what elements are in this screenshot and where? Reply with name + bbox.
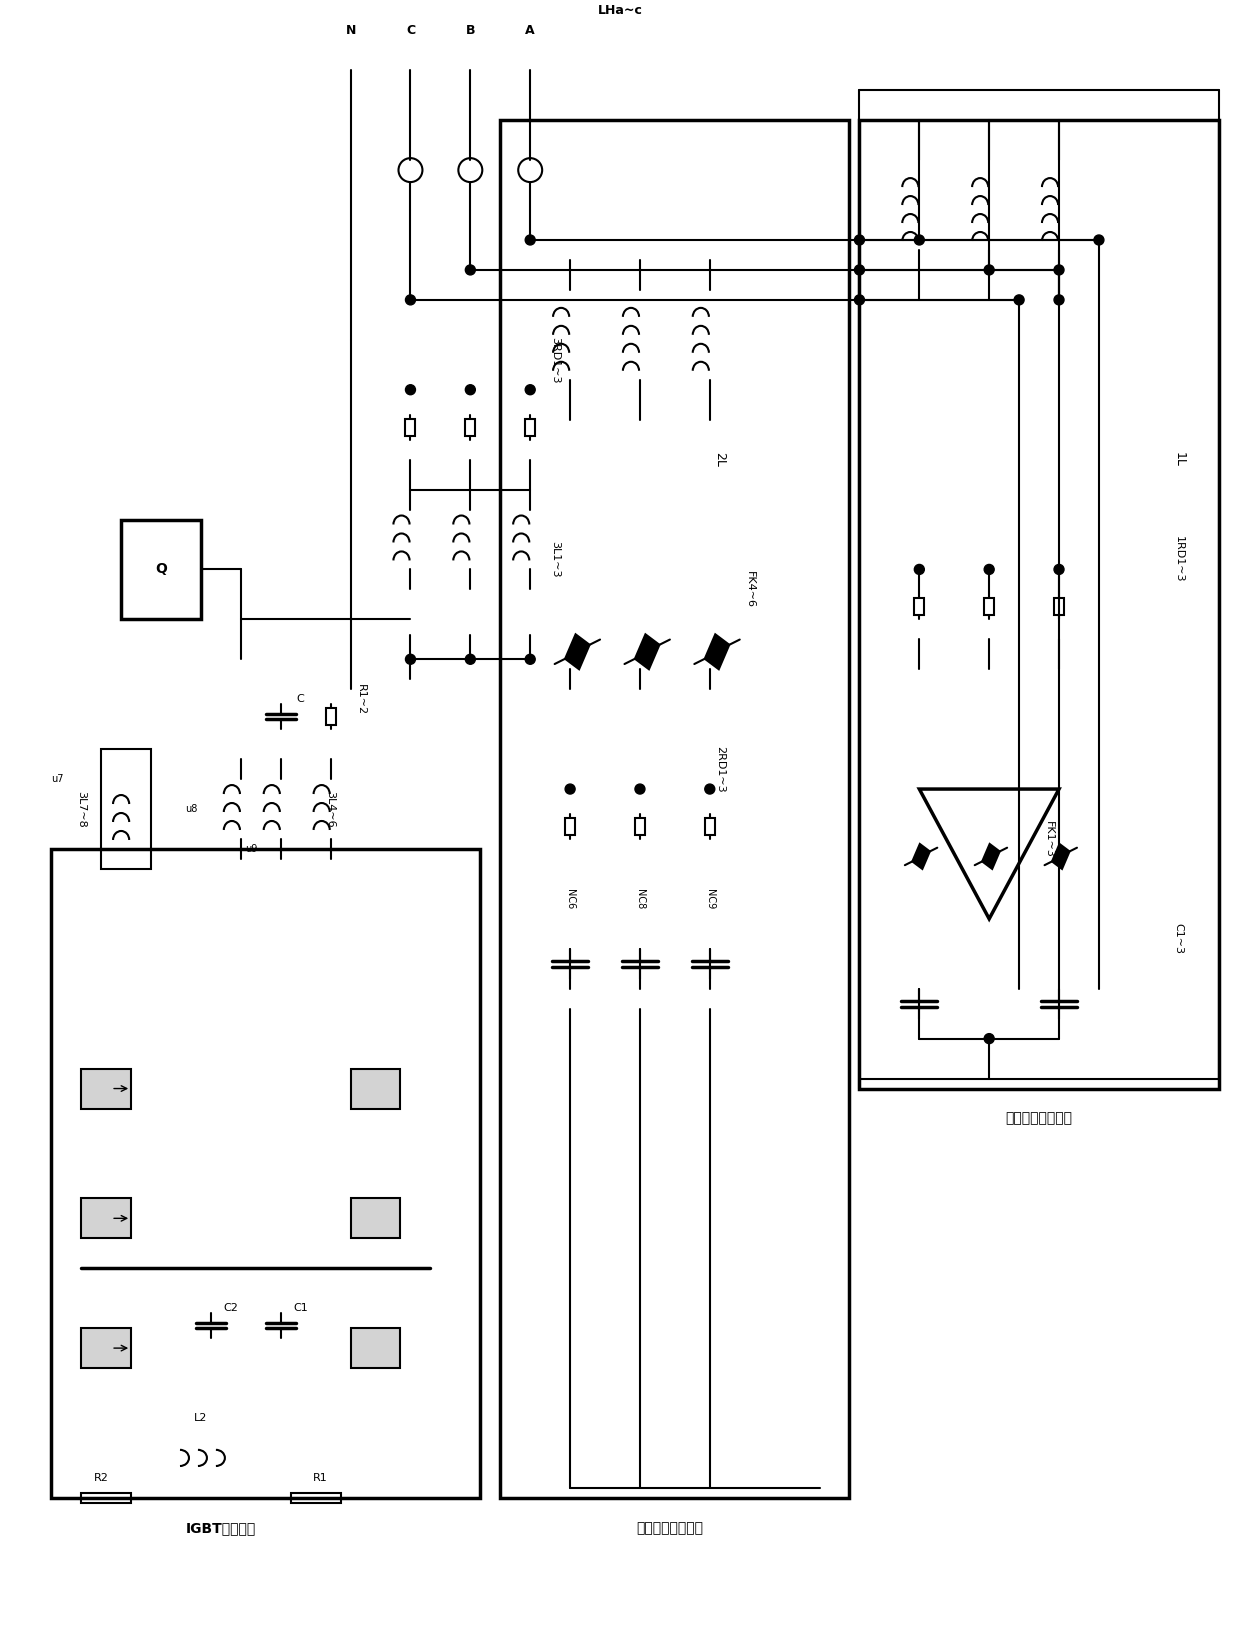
Circle shape	[854, 295, 864, 305]
Text: A: A	[526, 25, 534, 36]
Text: 3L1~3: 3L1~3	[551, 541, 560, 577]
Circle shape	[985, 564, 994, 574]
Circle shape	[1014, 295, 1024, 305]
Text: NC6: NC6	[565, 888, 575, 910]
Polygon shape	[982, 844, 999, 869]
Text: FK4~6: FK4~6	[745, 570, 755, 608]
Bar	[102, 749, 151, 869]
Bar	[51, 849, 480, 1498]
Text: 2RD1~3: 2RD1~3	[714, 746, 724, 792]
Bar	[351, 1069, 401, 1108]
Text: B: B	[465, 25, 475, 36]
Bar	[81, 1069, 131, 1108]
Text: FK1~3: FK1~3	[1044, 821, 1054, 857]
Text: 2L: 2L	[713, 452, 727, 467]
Bar	[405, 418, 415, 436]
Bar	[985, 598, 994, 615]
Circle shape	[1054, 266, 1064, 275]
Text: 电容补偿分补电路: 电容补偿分补电路	[636, 1521, 703, 1534]
Text: 3L7~8: 3L7~8	[76, 790, 87, 828]
Circle shape	[914, 234, 924, 244]
Polygon shape	[565, 634, 589, 669]
Bar	[81, 1198, 131, 1239]
Circle shape	[1054, 295, 1064, 305]
Bar	[81, 1493, 131, 1503]
Text: 1L: 1L	[1172, 452, 1185, 467]
Text: NC9: NC9	[704, 888, 714, 910]
Text: 3RD1~3: 3RD1~3	[551, 336, 560, 384]
Polygon shape	[704, 634, 729, 669]
Text: u7: u7	[51, 774, 63, 783]
Bar	[565, 818, 575, 834]
Circle shape	[854, 266, 864, 275]
Text: u8: u8	[185, 805, 197, 815]
Text: C2: C2	[223, 1303, 238, 1313]
Text: IGBT补偿电路: IGBT补偿电路	[186, 1521, 255, 1534]
Circle shape	[635, 783, 645, 793]
Polygon shape	[1052, 844, 1069, 869]
Bar	[351, 1198, 401, 1239]
Text: R2: R2	[94, 1473, 109, 1483]
Text: NC8: NC8	[635, 888, 645, 910]
Bar	[465, 418, 475, 436]
Circle shape	[465, 385, 475, 395]
Circle shape	[1054, 564, 1064, 574]
Circle shape	[526, 234, 536, 244]
Text: Q: Q	[155, 562, 167, 577]
Bar	[526, 418, 536, 436]
Bar	[635, 818, 645, 834]
Polygon shape	[913, 844, 930, 869]
Circle shape	[405, 385, 415, 395]
Circle shape	[1094, 234, 1104, 244]
Circle shape	[526, 385, 536, 395]
Circle shape	[465, 266, 475, 275]
Circle shape	[914, 564, 924, 574]
Bar	[859, 120, 1219, 1088]
Circle shape	[465, 654, 475, 664]
Text: C: C	[405, 25, 415, 36]
Circle shape	[405, 654, 415, 664]
Bar	[326, 708, 336, 724]
Text: LHa~c: LHa~c	[598, 3, 642, 16]
Bar	[290, 1493, 341, 1503]
Circle shape	[985, 266, 994, 275]
Circle shape	[565, 783, 575, 793]
Text: R1~2: R1~2	[356, 683, 366, 715]
Text: R1: R1	[314, 1473, 329, 1483]
Bar	[81, 1328, 131, 1369]
Polygon shape	[635, 634, 660, 669]
Text: 1RD1~3: 1RD1~3	[1174, 536, 1184, 583]
Bar	[914, 598, 924, 615]
Circle shape	[704, 783, 714, 793]
Text: C1~3: C1~3	[1174, 923, 1184, 954]
Bar	[122, 520, 201, 620]
Text: L2: L2	[195, 1413, 207, 1423]
Circle shape	[405, 295, 415, 305]
Bar	[500, 120, 849, 1498]
Bar	[1054, 598, 1064, 615]
Circle shape	[854, 234, 864, 244]
Bar	[704, 818, 714, 834]
Text: C1: C1	[294, 1303, 308, 1313]
Text: 电容补偿共补电路: 电容补偿共补电路	[1006, 1111, 1073, 1126]
Circle shape	[526, 654, 536, 664]
Circle shape	[985, 1034, 994, 1044]
Text: u9: u9	[244, 844, 257, 854]
Text: N: N	[346, 25, 356, 36]
Bar	[351, 1328, 401, 1369]
Text: 3L4~6: 3L4~6	[326, 790, 336, 828]
Text: C: C	[296, 695, 305, 705]
